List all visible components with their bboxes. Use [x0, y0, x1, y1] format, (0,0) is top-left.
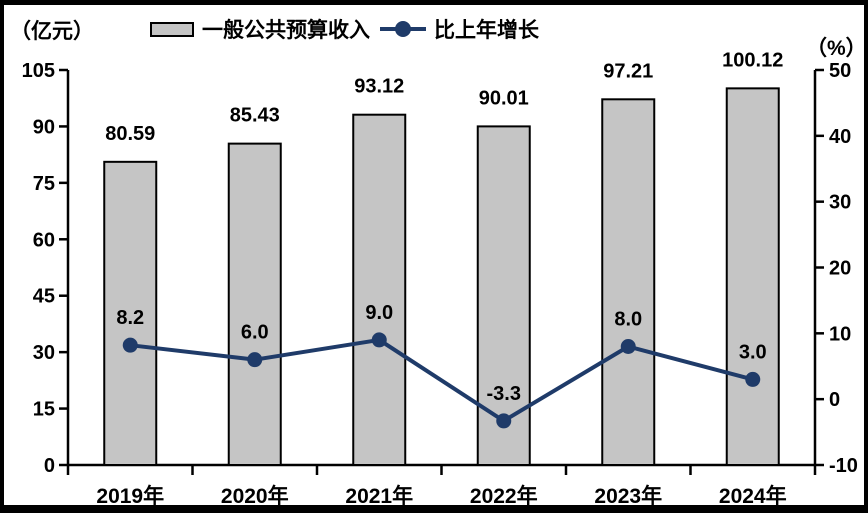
bar: [103, 160, 158, 466]
right-axis-tick-label: 50: [829, 60, 851, 82]
line-marker: [247, 352, 263, 368]
line-marker: [620, 339, 636, 354]
line-marker: [745, 371, 761, 387]
bar: [601, 98, 656, 466]
right-axis-tick-label: -10: [829, 455, 858, 477]
left-axis-tick-label: 90: [33, 116, 55, 138]
bar: [352, 113, 407, 466]
bar-value-label: 97.21: [603, 60, 653, 82]
x-axis-label: 2019年: [96, 484, 164, 508]
left-axis-tick-label: 60: [33, 229, 55, 251]
left-axis-unit-label: （亿元）: [10, 20, 94, 43]
growth-line: [130, 337, 754, 423]
line-marker: [371, 332, 387, 348]
bar-swatch-icon: [150, 21, 194, 37]
legend-item-growth: 比上年增长: [380, 14, 539, 44]
bar-value-label: 100.12: [722, 49, 783, 71]
left-axis-tick-label: 15: [33, 399, 55, 421]
line-value-label: 8.2: [116, 307, 144, 329]
bar: [725, 87, 780, 466]
legend-item-revenue: 一般公共预算收入: [150, 14, 370, 44]
x-axis-label: 2022年: [470, 484, 538, 508]
left-axis-tick-label: 0: [44, 455, 55, 477]
left-axis-tick-label: 105: [22, 60, 55, 82]
line-value-label: 8.0: [614, 309, 642, 331]
bar-value-label: 90.01: [479, 87, 529, 109]
left-axis-tick-label: 75: [33, 173, 55, 195]
line-value-label: 9.0: [365, 302, 393, 324]
legend-label-revenue: 一般公共预算收入: [202, 19, 370, 42]
right-axis-tick-label: 40: [829, 126, 851, 148]
legend-label-growth: 比上年增长: [434, 19, 539, 42]
right-axis-tick-label: 30: [829, 192, 851, 214]
bar-value-label: 80.59: [105, 123, 155, 145]
bar: [227, 142, 282, 466]
left-axis-tick-label: 45: [33, 286, 55, 308]
left-axis-tick-label: 30: [33, 342, 55, 364]
right-axis-tick-label: 20: [829, 258, 851, 280]
right-axis-unit-label: （%）: [806, 37, 867, 60]
x-axis-label: 2024年: [719, 484, 787, 508]
line-marker: [496, 413, 512, 429]
line-marker: [122, 337, 138, 353]
line-value-label: 6.0: [241, 322, 269, 344]
x-axis-label: 2021年: [345, 484, 413, 508]
line-value-label: 3.0: [739, 341, 767, 363]
x-axis-label: 2023年: [594, 484, 662, 508]
bar-value-label: 85.43: [230, 105, 280, 127]
bar-value-label: 93.12: [354, 76, 404, 98]
right-axis-tick-label: 0: [829, 389, 840, 411]
x-axis-label: 2020年: [221, 484, 289, 508]
legend: 一般公共预算收入 比上年增长: [150, 14, 539, 44]
right-axis-tick-label: 10: [829, 323, 851, 345]
line-value-label: -3.3: [487, 383, 521, 405]
line-dot-swatch-icon: [380, 20, 426, 38]
